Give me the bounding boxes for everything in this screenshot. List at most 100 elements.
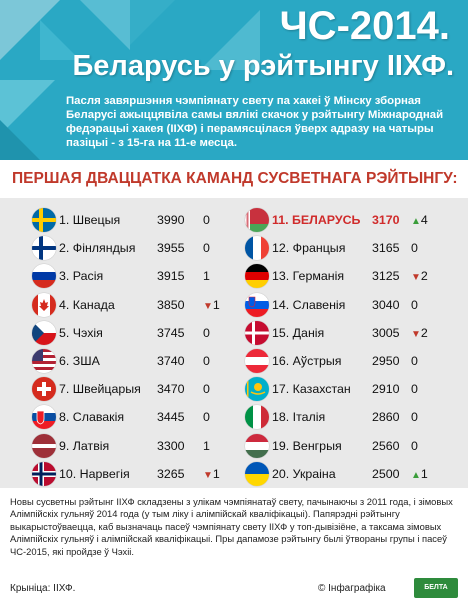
austria-flag-icon [245, 349, 269, 373]
decor-triangle [0, 120, 40, 160]
ranking-row: 20. Украіна 2500 ▲1 [245, 460, 435, 488]
team-points: 3005 [372, 325, 400, 340]
rank-change: 0 [411, 354, 418, 368]
ranking-row: 17. Казахстан 2910 0 [245, 375, 435, 403]
rank-change-value: 1 [212, 466, 220, 481]
rank-change-value: 0 [203, 354, 210, 368]
team-points: 3165 [372, 241, 400, 256]
ranking-row: 1. Швецыя 3990 0 [32, 206, 227, 234]
ranking-table: 1. Швецыя 3990 0 2. Фінляндыя 3955 0 3. Расія 3… [0, 198, 468, 488]
arrow-down-icon: ▼ [203, 469, 213, 481]
team-name: 10. Нарвегія [59, 466, 130, 481]
team-name: 4. Канада [59, 297, 115, 312]
latvia-flag-icon [32, 433, 56, 458]
team-name: 1. Швецыя [59, 213, 121, 227]
finland-flag-icon [32, 236, 56, 261]
team-points: 3470 [157, 382, 185, 397]
ranking-row: 18. Італія 2860 0 [245, 403, 435, 431]
ranking-row: 14. Славенія 3040 0 [245, 291, 435, 319]
team-points: 3300 [157, 438, 185, 453]
rank-change-value: 1 [203, 438, 210, 453]
rank-change: ▲1 [411, 467, 428, 481]
ranking-row: 3. Расія 3915 1 [32, 262, 227, 290]
rank-change: 0 [203, 326, 210, 340]
ranking-row: 6. ЗША 3740 0 [32, 347, 227, 375]
italy-flag-icon [245, 405, 269, 430]
canada-flag-icon [32, 292, 56, 317]
section-title: ПЕРШАЯ ДВАЦЦАТКА КАМАНД СУСВЕТНАГА РЭЙТЫ… [12, 170, 458, 187]
hungary-flag-icon [245, 433, 269, 458]
team-name: 11. БЕЛАРУСЬ [272, 213, 361, 227]
ranking-row: 8. Славакія 3445 0 [32, 403, 227, 431]
rank-change-value: 0 [203, 382, 210, 397]
czech-flag-icon [32, 320, 56, 345]
kazakhstan-flag-icon [245, 377, 269, 402]
rank-change: 1 [203, 439, 210, 453]
switzerland-flag-icon [32, 377, 56, 402]
ranking-row: 9. Латвія 3300 1 [32, 432, 227, 460]
rank-change-value: 0 [411, 410, 418, 425]
rank-change-value: 1 [212, 297, 220, 312]
rank-change: 0 [411, 241, 418, 255]
germany-flag-icon [245, 264, 269, 289]
rank-change: ▼2 [411, 269, 428, 283]
ukraine-flag-icon [245, 461, 269, 486]
team-name: 7. Швейцарыя [59, 382, 141, 397]
ranking-row: 15. Данія 3005 ▼2 [245, 319, 435, 347]
team-name: 3. Расія [59, 269, 104, 284]
slovakia-flag-icon [32, 405, 56, 430]
team-points: 3125 [372, 269, 400, 284]
arrow-down-icon: ▼ [203, 300, 213, 312]
rank-change: ▲4 [411, 213, 428, 227]
team-name: 16. Аўстрыя [272, 354, 342, 368]
team-name: 18. Італія [272, 410, 326, 425]
belta-logo: БЕЛТА [414, 578, 458, 598]
team-points: 3740 [157, 354, 185, 368]
rank-change: 0 [411, 298, 418, 312]
arrow-down-icon: ▼ [411, 272, 421, 284]
team-points: 3955 [157, 241, 185, 256]
rank-change: ▼2 [411, 326, 428, 340]
ranking-row: 11. БЕЛАРУСЬ 3170 ▲4 [245, 206, 435, 234]
team-points: 3850 [157, 297, 185, 312]
rank-change-value: 0 [203, 410, 210, 425]
arrow-up-icon: ▲ [411, 469, 421, 481]
rank-change-value: 0 [203, 325, 210, 340]
rank-change-value: 1 [420, 466, 428, 481]
rank-change: 0 [203, 213, 210, 227]
team-points: 3265 [157, 466, 185, 481]
decor-triangle [80, 0, 130, 50]
rank-change-value: 0 [411, 438, 418, 453]
team-points: 3990 [157, 213, 185, 227]
rank-change-value: 0 [411, 382, 418, 397]
rank-change: 0 [203, 354, 210, 368]
arrow-down-icon: ▼ [411, 328, 421, 340]
team-name: 20. Украіна [272, 466, 336, 481]
team-points: 2950 [372, 354, 400, 368]
team-points: 2910 [372, 382, 400, 397]
team-points: 2560 [372, 438, 400, 453]
team-points: 2500 [372, 466, 400, 481]
team-points: 3445 [157, 410, 185, 425]
usa-flag-icon [32, 349, 56, 373]
rank-change-value: 2 [420, 269, 428, 284]
rank-change: 0 [411, 410, 418, 424]
team-name: 13. Германія [272, 269, 345, 284]
rank-change-value: 0 [203, 241, 210, 256]
team-name: 14. Славенія [272, 297, 346, 312]
rank-change: 0 [411, 382, 418, 396]
rank-change: 0 [411, 439, 418, 453]
belarus-flag-icon [245, 208, 269, 232]
ranking-row: 10. Нарвегія 3265 ▼1 [32, 460, 227, 488]
team-name: 12. Францыя [272, 241, 346, 256]
ranking-row: 13. Германія 3125 ▼2 [245, 262, 435, 290]
team-name: 17. Казахстан [272, 382, 351, 397]
credit-label: © Інфаграфіка [318, 583, 386, 594]
team-name: 6. ЗША [59, 354, 100, 368]
ranking-row: 12. Францыя 3165 0 [245, 234, 435, 262]
ranking-row: 2. Фінляндыя 3955 0 [32, 234, 227, 262]
norway-flag-icon [32, 461, 56, 486]
team-name: 9. Латвія [59, 438, 110, 453]
rank-change: 1 [203, 269, 210, 283]
rank-change: 0 [203, 410, 210, 424]
